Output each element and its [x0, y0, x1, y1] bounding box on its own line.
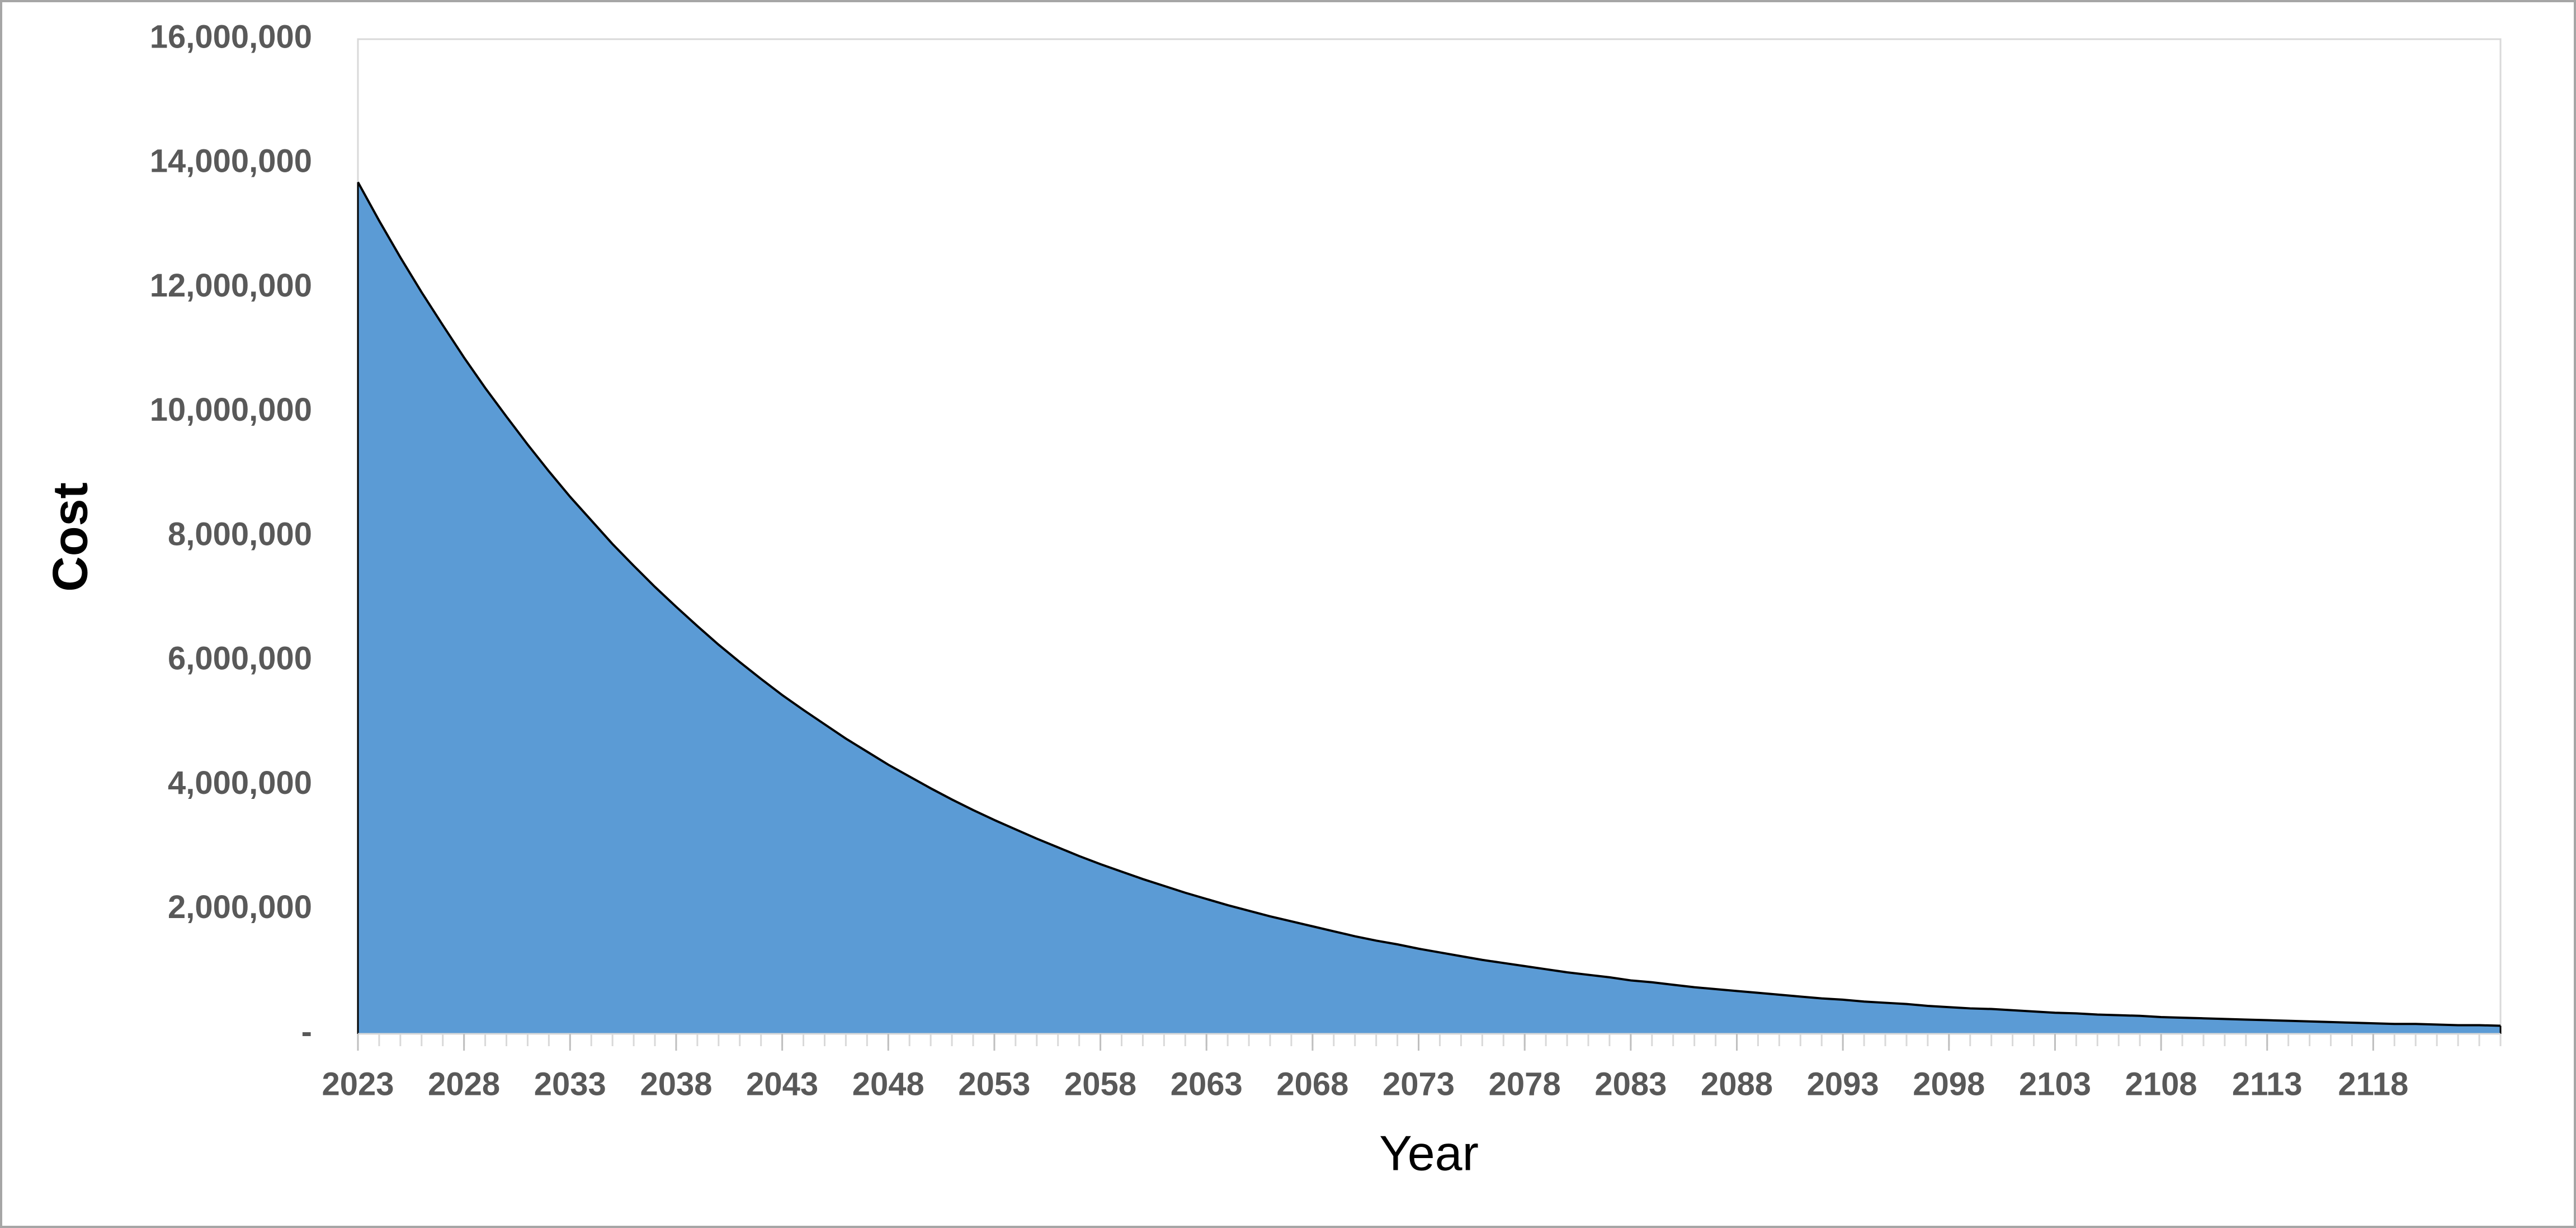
x-tick-label: 2043: [746, 1066, 818, 1102]
area: [358, 182, 2500, 1034]
x-tick-label: 2028: [428, 1066, 500, 1102]
x-tick-label: 2023: [322, 1066, 394, 1102]
y-tick-label: 4,000,000: [168, 765, 312, 801]
x-tick-label: 2048: [852, 1066, 924, 1102]
x-tick-label: 2063: [1171, 1066, 1243, 1102]
x-tick-label: 2083: [1594, 1066, 1667, 1102]
x-tick-label: 2098: [1913, 1066, 1985, 1102]
x-tick-label: 2088: [1701, 1066, 1773, 1102]
y-tick-label: 16,000,000: [150, 18, 312, 55]
x-tick-label: 2113: [2232, 1066, 2303, 1102]
y-tick-label: 8,000,000: [168, 516, 312, 552]
y-tick-label: -: [301, 1013, 312, 1050]
x-tick-label: 2038: [640, 1066, 712, 1102]
y-tick-label: 2,000,000: [168, 889, 312, 925]
x-tick-label: 2118: [2338, 1066, 2409, 1102]
x-tick-label: 2058: [1064, 1066, 1136, 1102]
y-tick-label: 10,000,000: [150, 392, 312, 428]
area-line: [357, 181, 2501, 1027]
x-axis-title: Year: [1379, 1125, 1479, 1180]
x-tick-label: 2073: [1383, 1066, 1455, 1102]
x-tick-label: 2053: [958, 1066, 1030, 1102]
y-tick-label: 12,000,000: [150, 267, 312, 304]
x-tick-label: 2093: [1807, 1066, 1879, 1102]
y-tick-label: 6,000,000: [168, 641, 312, 677]
y-tick-label: 14,000,000: [150, 143, 312, 180]
x-tick-label: 2078: [1489, 1066, 1561, 1102]
x-tick-label: 2108: [2125, 1066, 2197, 1102]
x-tick-label: 2068: [1276, 1066, 1348, 1102]
x-tick-label: 2033: [534, 1066, 606, 1102]
y-axis-title: Cost: [42, 482, 97, 592]
x-tick-label: 2103: [2019, 1066, 2091, 1102]
